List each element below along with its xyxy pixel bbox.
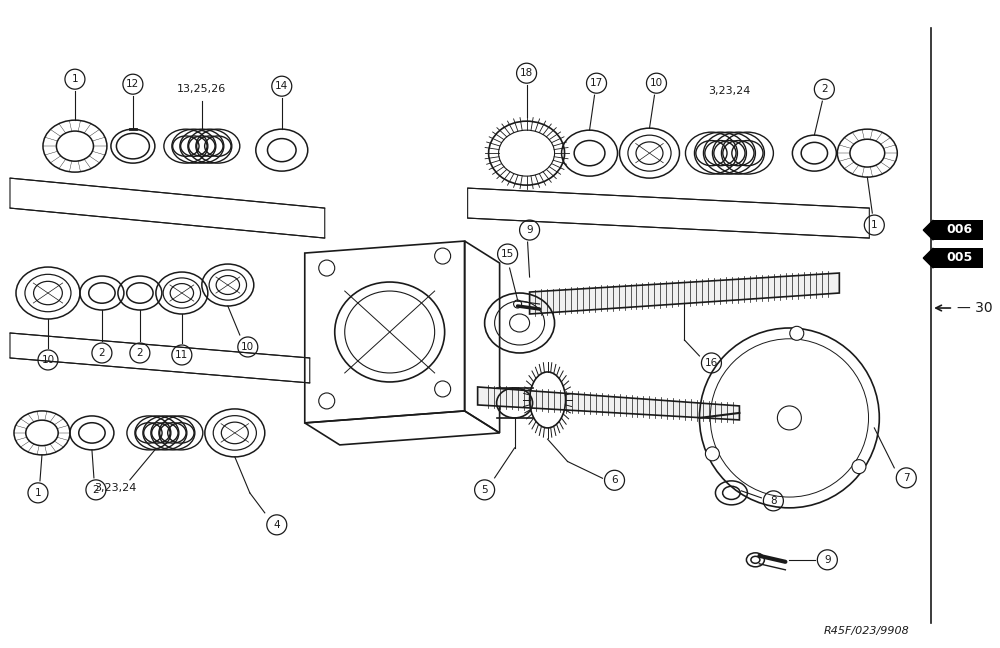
Text: 17: 17	[590, 78, 603, 88]
Text: 6: 6	[611, 475, 618, 485]
Text: 11: 11	[175, 350, 188, 360]
Text: 10: 10	[241, 342, 254, 352]
Text: 2: 2	[137, 348, 143, 358]
Text: 9: 9	[526, 225, 533, 235]
Text: 16: 16	[705, 358, 718, 368]
FancyBboxPatch shape	[933, 220, 983, 240]
Polygon shape	[530, 273, 839, 314]
Text: 9: 9	[824, 555, 831, 565]
Text: 10: 10	[41, 355, 55, 365]
Text: 14: 14	[275, 81, 288, 91]
Polygon shape	[478, 387, 739, 420]
Text: 15: 15	[501, 249, 514, 259]
Text: — 30: — 30	[957, 301, 993, 315]
Polygon shape	[923, 220, 933, 240]
Text: 005: 005	[946, 251, 972, 264]
Circle shape	[790, 327, 804, 340]
Text: 5: 5	[481, 485, 488, 495]
Text: 3,23,24: 3,23,24	[94, 483, 136, 493]
Text: 7: 7	[903, 473, 910, 483]
Text: 2: 2	[821, 84, 828, 94]
Text: 4: 4	[273, 520, 280, 530]
Text: 10: 10	[650, 78, 663, 88]
FancyBboxPatch shape	[933, 248, 983, 268]
Text: 2: 2	[93, 485, 99, 495]
Circle shape	[705, 447, 719, 461]
Text: 8: 8	[770, 496, 777, 506]
Text: 1: 1	[871, 220, 878, 230]
Text: R45F/023/9908: R45F/023/9908	[824, 626, 909, 636]
Polygon shape	[923, 248, 933, 268]
Text: 1: 1	[72, 74, 78, 84]
Text: 3,23,24: 3,23,24	[708, 86, 751, 96]
Circle shape	[852, 459, 866, 474]
Text: 1: 1	[35, 488, 41, 498]
Text: 18: 18	[520, 68, 533, 78]
Text: 006: 006	[946, 222, 972, 236]
Text: 12: 12	[126, 79, 140, 89]
Text: 13,25,26: 13,25,26	[177, 84, 226, 94]
Text: 2: 2	[99, 348, 105, 358]
